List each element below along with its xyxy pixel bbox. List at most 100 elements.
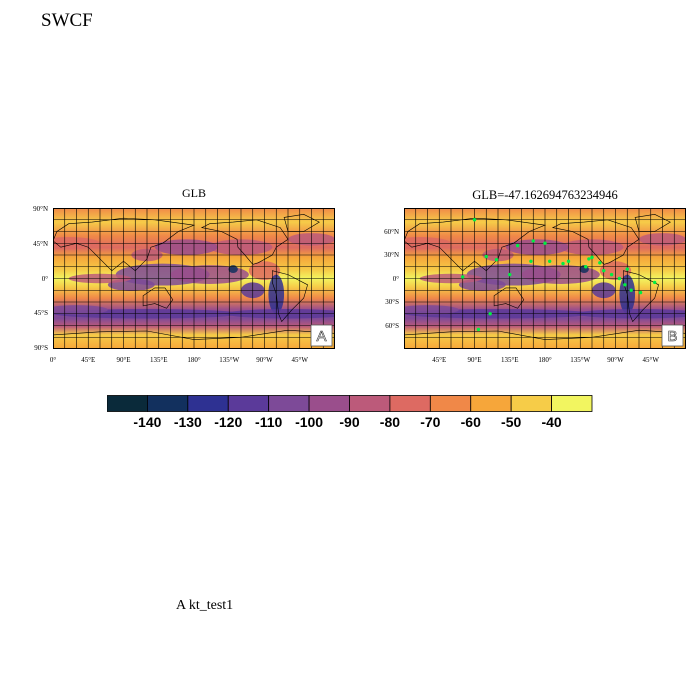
- lon-tick-label: 135°E: [500, 356, 519, 364]
- panel-badge-label: A: [316, 328, 326, 345]
- station-marker: [623, 283, 627, 287]
- colorbar-swatch: [308, 395, 350, 412]
- colorbar-tick-label: -100: [295, 414, 324, 430]
- station-marker: [472, 218, 477, 222]
- colorbar-swatch: [510, 395, 552, 412]
- field-patch: [505, 239, 569, 255]
- station-marker: [638, 290, 643, 295]
- lon-tick-label: 45°E: [81, 356, 96, 364]
- map-frame: [404, 208, 686, 349]
- lon-tick-label: 90°W: [607, 356, 624, 364]
- field-patch: [404, 305, 459, 315]
- footer-caption: A kt_test1: [176, 598, 234, 613]
- station-marker: [484, 254, 488, 259]
- map-b-canvas: B: [404, 208, 686, 349]
- colorbar-swatches: [106, 395, 593, 412]
- colorbar-swatch: [106, 395, 148, 412]
- map-panel-a: A: [53, 208, 335, 349]
- lat-tick-label: 0°: [41, 274, 48, 283]
- colorbar: [106, 395, 593, 417]
- lon-tick-label: 0°: [49, 356, 57, 364]
- lon-tick-label: 90°E: [116, 356, 131, 364]
- colorbar-swatch: [389, 395, 431, 412]
- lon-tick-label: 90°W: [256, 356, 273, 364]
- colorbar-swatch: [187, 395, 229, 412]
- station-marker: [508, 272, 512, 277]
- colorbar-swatch: [429, 395, 472, 412]
- station-marker: [461, 275, 465, 279]
- station-marker: [598, 261, 602, 265]
- colorbar-tick-label: -110: [255, 414, 283, 430]
- lat-tick-label: 30°N: [384, 251, 399, 259]
- panel-badge-box: [310, 324, 333, 347]
- lat-tick-label: 60°N: [384, 227, 399, 236]
- colorbar-tick-label: -90: [339, 414, 360, 430]
- colorbar-tick-label: -60: [460, 414, 481, 430]
- lon-tick-label: 135°W: [570, 356, 591, 364]
- station-marker: [531, 239, 535, 243]
- coastline-australia: [493, 287, 525, 309]
- lat-tick-label: 0°: [392, 274, 399, 283]
- panel-a-title: GLB: [182, 186, 206, 200]
- colorbar-tick-label: -130: [173, 414, 202, 430]
- colorbar-swatch: [470, 395, 512, 412]
- lat-tick-label: 90°N: [33, 205, 48, 213]
- station-marker: [515, 243, 520, 248]
- coastline-south-america: [623, 270, 659, 323]
- field-patch: [53, 305, 108, 315]
- station-marker: [625, 267, 629, 271]
- station-marker: [602, 268, 606, 273]
- lon-tick-label: 90°E: [467, 356, 482, 364]
- station-marker: [543, 241, 547, 245]
- station-marker: [488, 312, 492, 316]
- station-marker: [629, 288, 633, 292]
- station-marker: [561, 261, 565, 266]
- lon-tick-label: 45°W: [642, 356, 659, 364]
- colorbar-tick-label: -70: [420, 414, 441, 430]
- coastline-australia: [142, 287, 174, 309]
- colorbar-tick-label: -40: [541, 414, 562, 430]
- station-marker: [609, 272, 614, 277]
- figure-title: SWCF: [41, 10, 93, 31]
- station-marker: [584, 265, 588, 269]
- colorbar-tick-label: -80: [379, 414, 401, 430]
- station-marker: [587, 257, 591, 261]
- panel-b-title: GLB=-47.16269476323494​6: [472, 188, 618, 202]
- lat-tick-label: 45°S: [34, 309, 48, 317]
- station-marker: [652, 280, 657, 285]
- colorbar-swatch: [268, 395, 310, 412]
- station-marker: [548, 259, 552, 263]
- map-a-canvas: A: [53, 208, 335, 349]
- station-marker: [590, 255, 594, 260]
- colorbar-tick-label: -120: [214, 414, 243, 430]
- station-marker: [529, 259, 533, 263]
- lon-tick-label: 180°: [538, 356, 552, 364]
- colorbar-swatch: [551, 395, 593, 412]
- colorbar-tick-label: -50: [501, 414, 522, 430]
- field-patch: [228, 265, 238, 274]
- colorbar-swatch: [147, 395, 189, 412]
- station-marker: [476, 327, 481, 332]
- lat-tick-label: 60°S: [385, 321, 399, 330]
- lon-tick-label: 45°W: [291, 356, 308, 364]
- lon-tick-label: 180°: [187, 356, 201, 364]
- lat-tick-label: 90°S: [34, 344, 48, 352]
- station-marker: [566, 259, 571, 263]
- station-marker: [494, 258, 499, 262]
- map-panel-b: B: [404, 208, 686, 349]
- station-marker: [617, 276, 622, 281]
- lon-tick-label: 45°E: [432, 356, 447, 364]
- colorbar-labels: -140 -130 -120 -110 -100 -90 -80 -70 -60 -50 -40: [107, 414, 592, 434]
- panel-badge-box: [661, 324, 684, 347]
- panel-badge-label: B: [667, 328, 677, 345]
- map-frame: [53, 208, 335, 349]
- coastline-south-america: [272, 270, 308, 323]
- lat-tick-label: 30°S: [385, 298, 399, 306]
- lon-tick-label: 135°W: [219, 356, 240, 364]
- lat-tick-label: 45°N: [33, 240, 48, 248]
- colorbar-swatch: [349, 395, 391, 412]
- colorbar-tick-label: -140: [133, 414, 162, 430]
- colorbar-swatch: [227, 395, 270, 412]
- lon-tick-label: 135°E: [149, 356, 168, 364]
- field-patch: [154, 239, 218, 255]
